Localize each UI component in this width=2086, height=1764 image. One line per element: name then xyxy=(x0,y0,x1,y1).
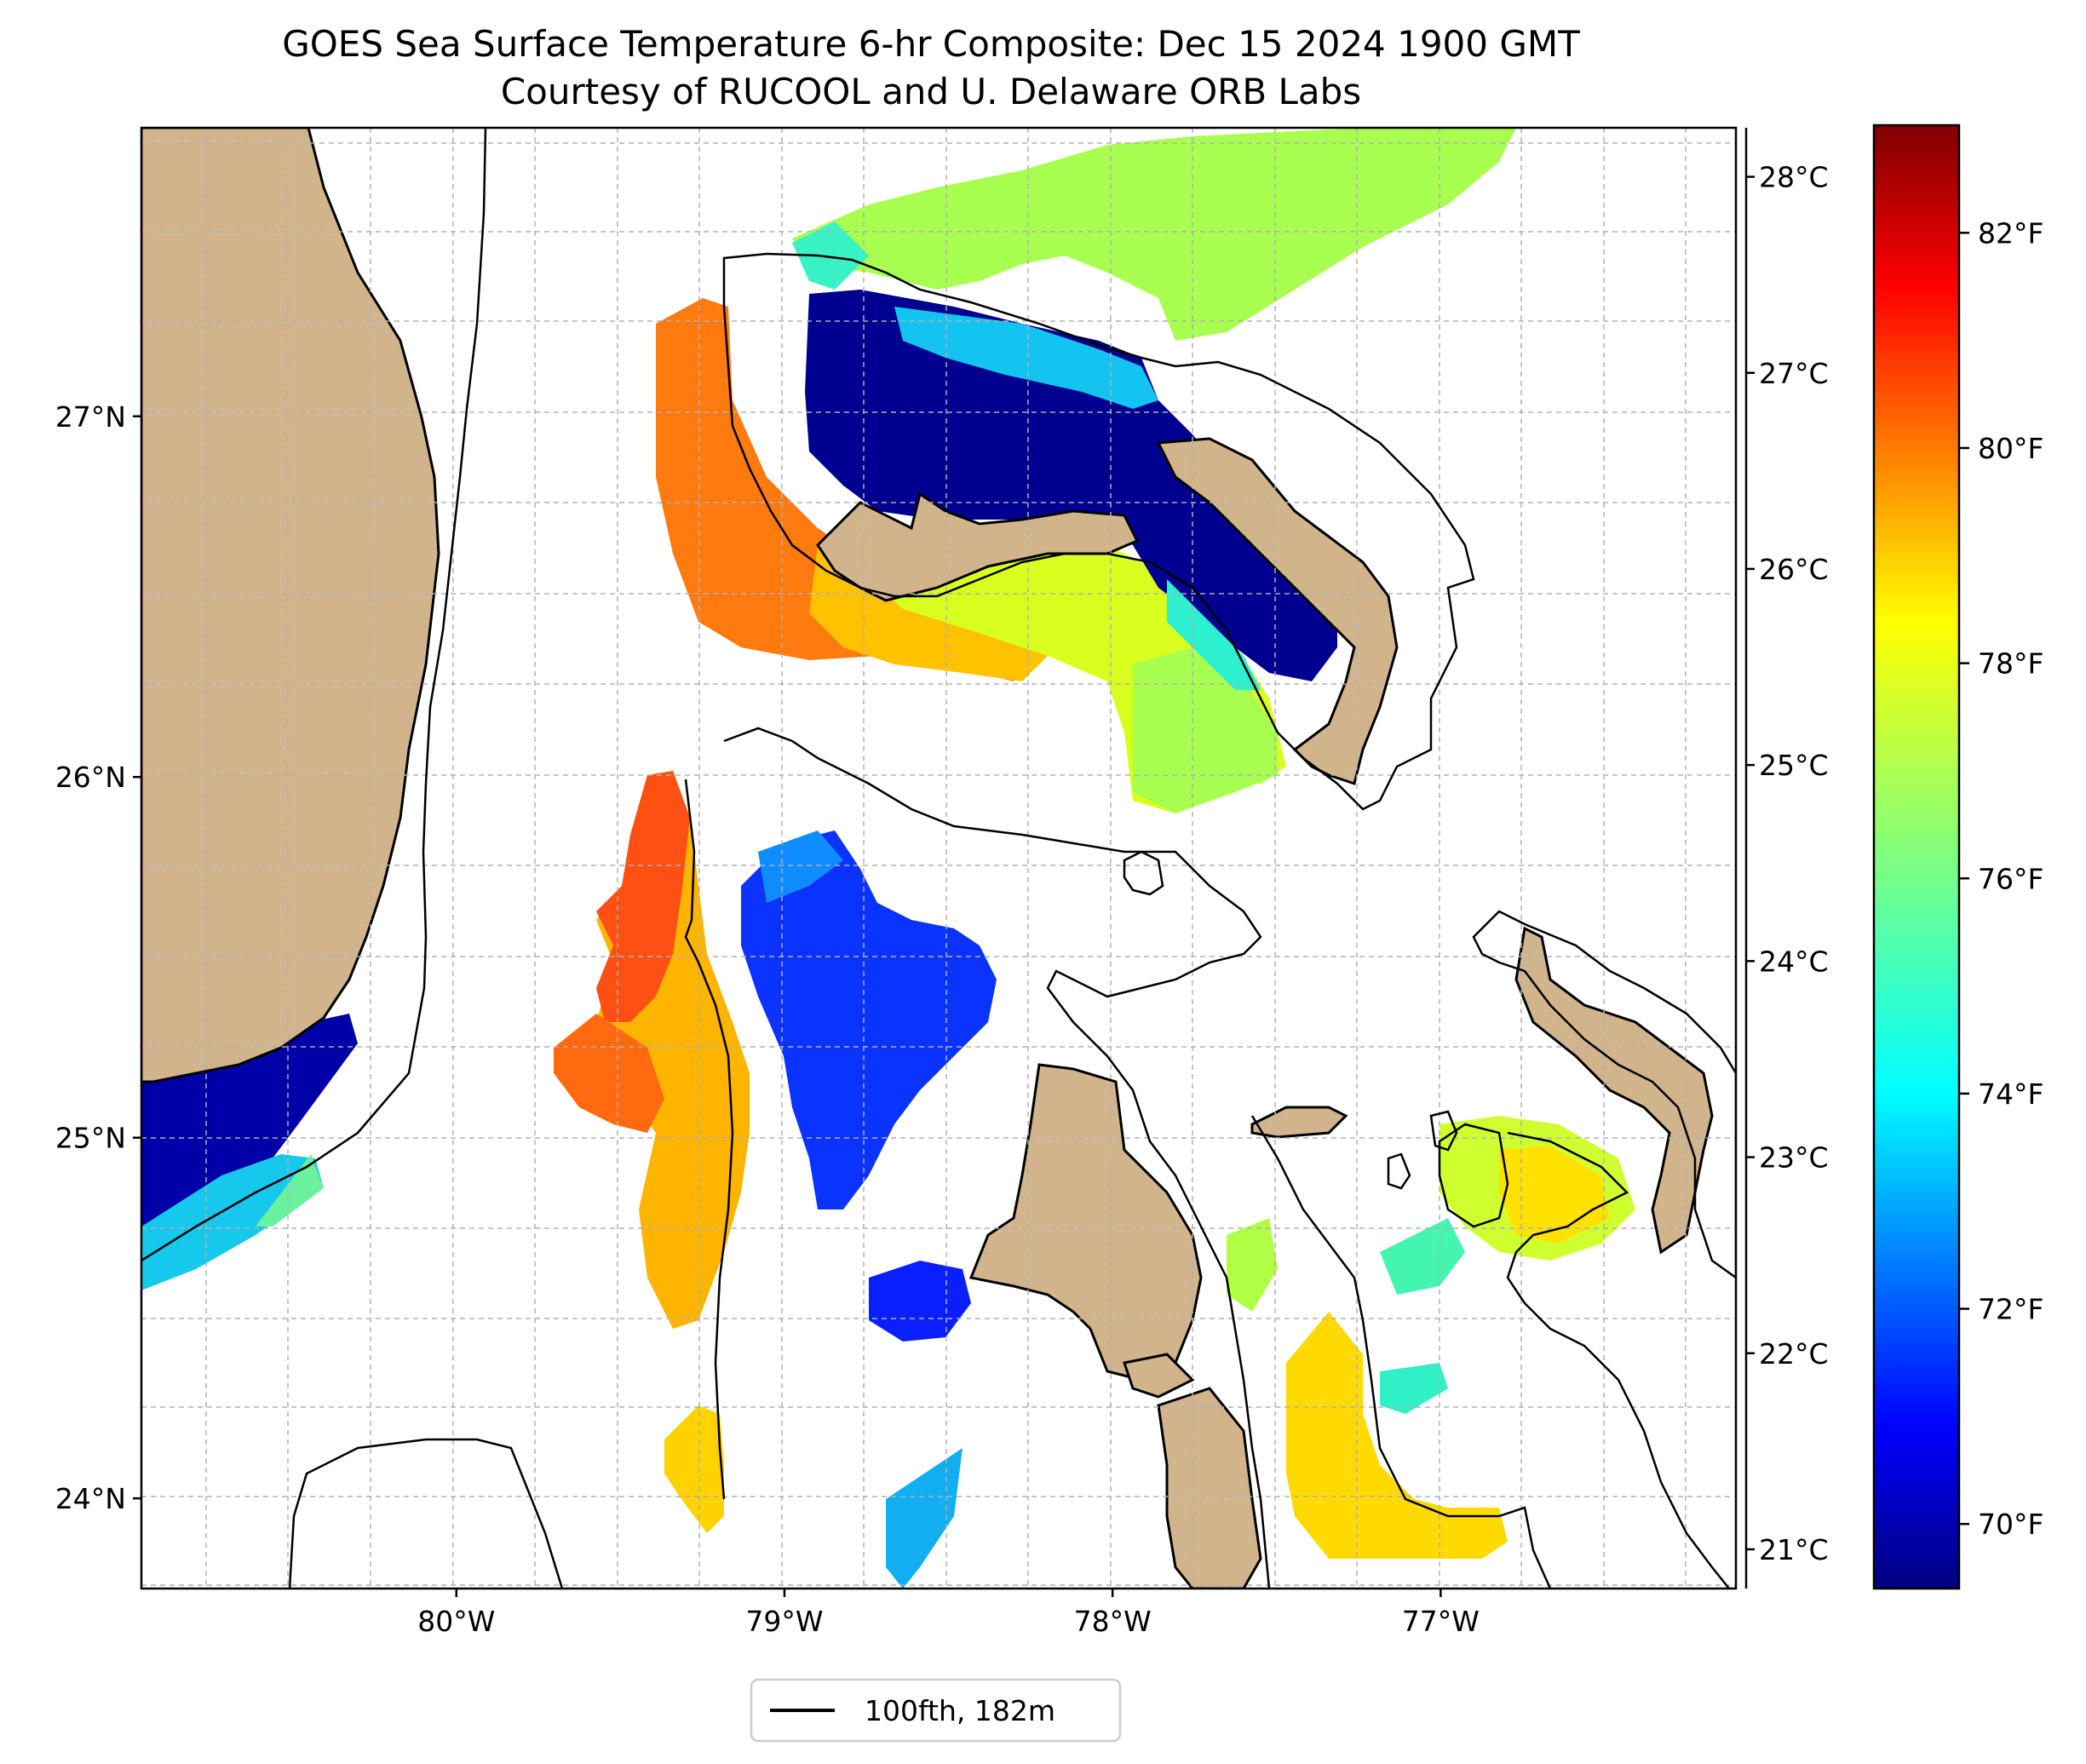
sst-patch-keys-cyan xyxy=(141,1154,324,1290)
land-andros-south2 xyxy=(1123,1353,1195,1399)
chart-title: GOES Sea Surface Temperature 6-hr Compos… xyxy=(282,23,1580,65)
lon-tick-label: 80°W xyxy=(417,1605,495,1638)
lat-ticks: 27°N 26°N 25°N 24°N xyxy=(55,400,141,1515)
sst-patch-central-blue xyxy=(741,830,997,1210)
isobath-100fth xyxy=(141,128,1736,1589)
celsius-tick-label: 24°C xyxy=(1759,945,1829,978)
colorbar-tick-label: 74°F xyxy=(1978,1077,2043,1111)
grid-lines xyxy=(141,128,1736,1589)
cay-exuma-1 xyxy=(1429,1110,1458,1152)
lat-tick-label: 27°N xyxy=(55,400,126,434)
sst-patch-east-green1 xyxy=(1227,1218,1278,1312)
isobath-great-bahama-bank xyxy=(723,727,1271,1589)
colorbar-ticks: 82°F 80°F 78°F 76°F 74°F 72°F 70°F xyxy=(1959,216,2043,1541)
sst-patches xyxy=(141,128,1635,1589)
legend: 100fth, 182m xyxy=(750,1678,1122,1743)
sst-patch-central-blue-light xyxy=(758,830,843,903)
sst-patch-south-yellow xyxy=(664,1405,724,1533)
sst-patch-lbb-north xyxy=(792,128,1516,341)
gulf-stream-axis xyxy=(684,779,734,1500)
sst-patch-gs-mid-orange2 xyxy=(554,1014,664,1133)
celsius-tick-label: 21°C xyxy=(1759,1533,1829,1566)
isobath-eleuthera xyxy=(1472,910,1736,1279)
sst-patch-ngb-cyan2 xyxy=(1167,579,1261,690)
sst-patch-lbb-north-cyan xyxy=(792,221,869,290)
land-eleuthera xyxy=(1514,926,1714,1255)
isobath-exuma-east xyxy=(1506,1131,1730,1589)
colorbar-tick-label: 76°F xyxy=(1978,862,2043,895)
lon-tick-label: 78°W xyxy=(1074,1605,1152,1638)
sst-patch-east-yellow2 xyxy=(1499,1146,1610,1244)
sst-patch-andros-blue xyxy=(869,1261,971,1342)
map-frame xyxy=(140,126,1738,1590)
isobath-little-bahama-bank xyxy=(722,252,1475,811)
sst-patch-south-lightblue xyxy=(886,1448,963,1589)
sst-patch-east-green2 xyxy=(1380,1218,1465,1295)
sst-patch-ngb-cold xyxy=(805,290,1337,681)
cay-outlines xyxy=(1123,850,1458,1190)
sst-patch-gs-mid-orange xyxy=(596,771,690,1022)
celsius-tick-label: 23°C xyxy=(1759,1141,1829,1175)
celsius-tick-label: 28°C xyxy=(1759,161,1829,194)
isobath-exuma xyxy=(1250,1115,1552,1589)
celsius-tick-label: 27°C xyxy=(1759,357,1829,390)
cay-north-andros-1 xyxy=(1123,850,1164,896)
sst-patch-east-cyan xyxy=(1380,1363,1448,1414)
isobath-cuba-north xyxy=(288,1438,564,1589)
cay-exuma-2 xyxy=(1387,1152,1411,1190)
isobath-exuma-inner xyxy=(1438,1123,1509,1228)
sst-patch-keys-green xyxy=(256,1154,324,1227)
lon-tick-label: 79°W xyxy=(745,1605,823,1638)
celsius-ticks: 28°C 27°C 26°C 25°C 24°C 23°C 22°C 21°C xyxy=(1744,128,1829,1589)
colorbar-tick-label: 70°F xyxy=(1978,1508,2043,1541)
land-andros-south xyxy=(1157,1387,1262,1589)
chart-subtitle: Courtesy of RUCOOL and U. Delaware ORB L… xyxy=(501,71,1361,112)
colorbar-tick-label: 80°F xyxy=(1978,432,2043,465)
sst-patch-ngb-cyan xyxy=(894,307,1158,409)
colorbar-tick-label: 78°F xyxy=(1978,647,2043,681)
celsius-tick-label: 26°C xyxy=(1759,553,1829,586)
map-area xyxy=(141,128,1736,1589)
lon-tick-label: 77°W xyxy=(1402,1605,1480,1638)
colorbar-tick-label: 72°F xyxy=(1978,1293,2043,1326)
sst-patch-gs-north xyxy=(656,298,1022,681)
lat-tick-label: 24°N xyxy=(55,1482,126,1515)
lon-ticks: 80°W 79°W 78°W 77°W xyxy=(417,1589,1480,1638)
legend-label: 100fth, 182m xyxy=(865,1694,1055,1727)
celsius-tick-label: 22°C xyxy=(1759,1337,1829,1370)
isobath-florida xyxy=(141,128,487,1262)
lat-tick-label: 26°N xyxy=(55,761,126,794)
land-florida xyxy=(141,128,440,1083)
colorbar-tick-label: 82°F xyxy=(1978,216,2043,250)
colorbar xyxy=(1872,124,1961,1590)
lat-tick-label: 25°N xyxy=(55,1122,126,1155)
celsius-tick-label: 25°C xyxy=(1759,749,1829,782)
legend-box xyxy=(750,1678,1122,1743)
